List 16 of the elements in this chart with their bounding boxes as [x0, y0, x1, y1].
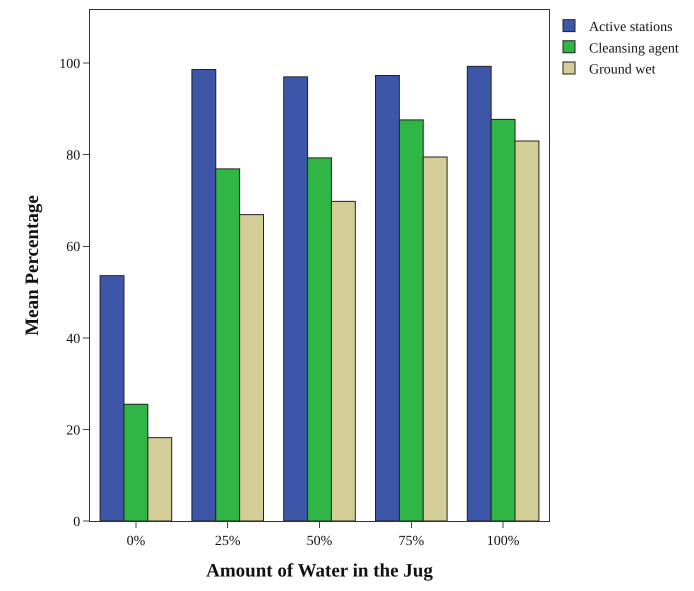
y-tick-label: 100	[59, 57, 80, 72]
y-axis-title: Mean Percentage	[22, 195, 44, 336]
y-tick-label: 80	[66, 148, 80, 164]
y-tick-label: 40	[66, 332, 80, 347]
y-tick-label: 60	[66, 240, 80, 256]
x-tick-label: 25%	[214, 534, 241, 549]
x-tick-label: 0%	[126, 534, 146, 549]
legend-label: Cleansing agent	[589, 41, 679, 56]
y-tick-label: 0	[73, 514, 80, 530]
x-tick-label: 75%	[398, 534, 424, 549]
legend-label: Active stations	[589, 20, 673, 36]
legend-label: Ground wet	[589, 62, 656, 78]
x-tick-label: 100%	[486, 534, 520, 549]
y-tick-label: 20	[66, 423, 80, 438]
x-axis-title: Amount of Water in the Jug	[206, 560, 434, 582]
x-tick-label: 50%	[306, 534, 333, 549]
